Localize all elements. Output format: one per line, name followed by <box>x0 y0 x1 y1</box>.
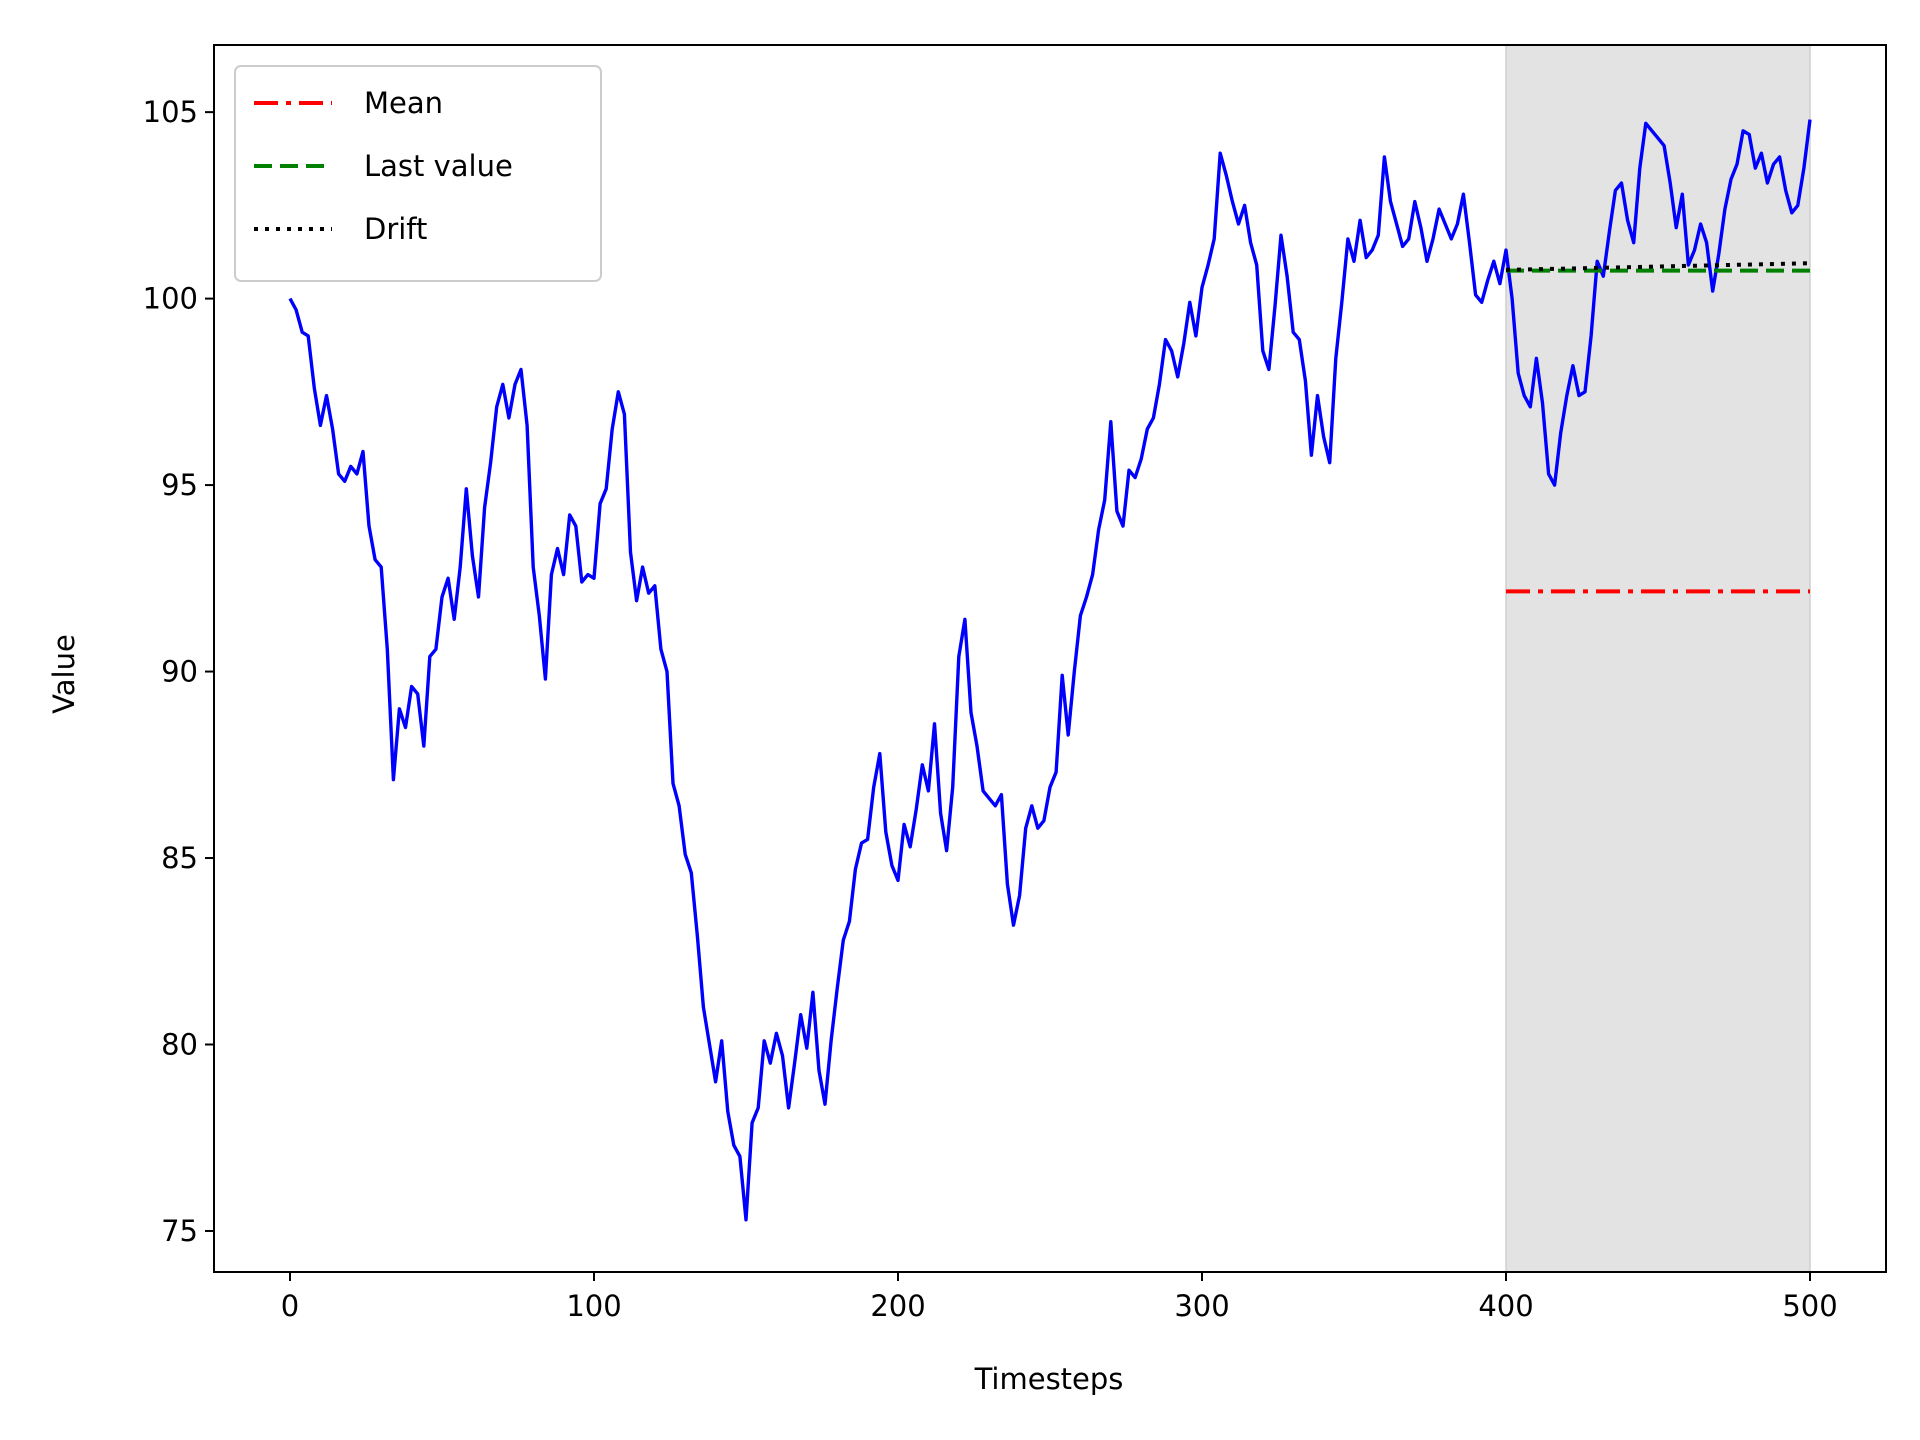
x-tick-label: 400 <box>1478 1289 1533 1323</box>
y-tick-label: 75 <box>161 1214 198 1248</box>
y-tick-label: 105 <box>143 95 198 129</box>
shaded-forecast-region <box>1506 45 1810 1272</box>
y-tick-label: 85 <box>161 841 198 875</box>
legend-label-last-value: Last value <box>364 149 513 183</box>
x-tick-label: 200 <box>870 1289 925 1323</box>
y-axis-label: Value <box>47 634 81 714</box>
x-tick-label: 500 <box>1782 1289 1837 1323</box>
y-tick-label: 100 <box>143 282 198 316</box>
legend-label-drift: Drift <box>364 212 427 246</box>
x-axis-label: Timesteps <box>974 1362 1124 1396</box>
x-tick-label: 300 <box>1174 1289 1229 1323</box>
legend-label-mean: Mean <box>364 86 443 120</box>
x-tick-label: 0 <box>281 1289 299 1323</box>
y-tick-label: 90 <box>161 655 198 689</box>
x-tick-label: 100 <box>566 1289 621 1323</box>
y-tick-label: 80 <box>161 1028 198 1062</box>
legend: Mean Last value Drift <box>235 66 601 281</box>
y-tick-label: 95 <box>161 468 198 502</box>
